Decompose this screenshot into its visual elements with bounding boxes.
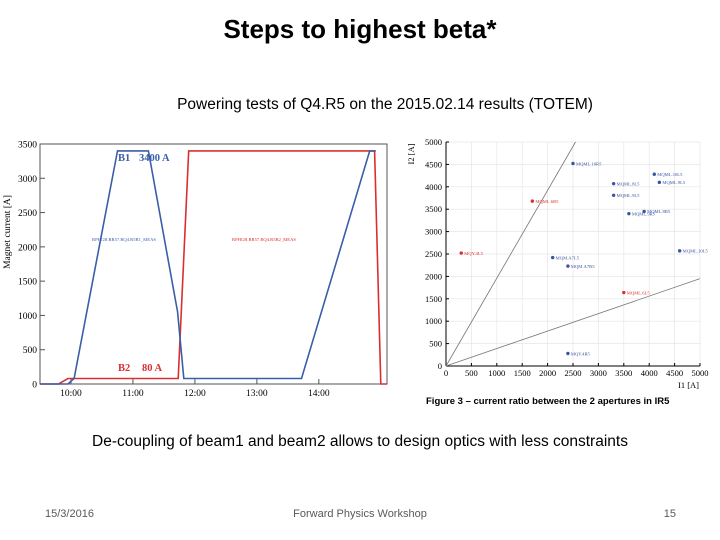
scatter-point (611, 193, 616, 198)
series-label-b1: RPHGB.RR57.RQ4.R5B1_MEAS (92, 237, 156, 242)
chart2-points: MQML.10R5 MQML.10L5 MQML.8L5 MQML.9L5 MQML.9… (459, 161, 709, 356)
scatter-point-label: MQML.9R5 (632, 211, 656, 216)
scatter-point-label: MQML.6R5 (535, 199, 559, 204)
legend-b1-value: 3400 A (139, 153, 170, 164)
chart1-y-tick-label: 2500 (18, 209, 37, 219)
legend-b1-name: B1 (118, 153, 130, 164)
footer-date: 15/3/2016 (45, 508, 94, 520)
footer-event: Forward Physics Workshop (293, 508, 427, 520)
chart1-y-tick-label: 500 (23, 346, 38, 356)
series-line-b2 (40, 150, 387, 385)
chart1-x-tick-label: 10:00 (60, 389, 82, 399)
chart2-reference-lines (445, 141, 701, 367)
chart2-x-tick-label: 1000 (488, 368, 505, 378)
chart2-x-tick-label: 500 (465, 368, 478, 378)
chart1-y-tick-label: 2000 (18, 243, 37, 253)
chart2-y-axis: 0 500 1000 1500 2000 2500 3000 3500 4000 4500 5000 (425, 137, 449, 371)
scatter-point-label: MQM.A7L5 (556, 255, 580, 260)
chart2-x-tick-label: 2500 (565, 368, 582, 378)
scatter-point (530, 199, 535, 203)
slide-title: Steps to highest beta* (223, 14, 497, 44)
scatter-point-label: MQML.6L5 (627, 290, 651, 295)
chart2-x-tick-label: 0 (444, 368, 448, 378)
chart2-y-tick-label: 4500 (425, 159, 442, 169)
scatter-point (459, 251, 463, 255)
chart2-x-tick-label: 4000 (641, 368, 658, 378)
chart2-y-tick-label: 500 (429, 339, 442, 349)
scatter-point (571, 161, 575, 166)
chart2-x-axis-label: I1 [A] (678, 380, 699, 390)
scatter-point (566, 351, 570, 356)
scatter-point-label: MQM.A7R5 (571, 264, 595, 269)
legend-b2-name: B2 (118, 363, 130, 374)
scatter-point (550, 255, 555, 260)
current-time-chart: 0 500 1000 1500 2000 2500 3000 3500 10:00 11:00 1… (3, 141, 388, 399)
chart1-x-tick-label: 14:00 (308, 389, 330, 399)
scatter-point (622, 290, 626, 295)
chart1-x-tick-label: 13:00 (246, 389, 268, 399)
chart1-y-axis: 0 500 1000 1500 2000 2500 3000 3500 (18, 141, 45, 391)
chart2-y-tick-label: 4000 (425, 182, 442, 192)
series-label-b2: RPHGB.RR57.RQ4.R5B2_MEAS (232, 237, 296, 242)
chart2-y-tick-label: 3500 (425, 204, 442, 214)
chart2-y-tick-label: 2500 (425, 249, 442, 259)
scatter-point (642, 209, 646, 214)
scatter-point (611, 181, 616, 186)
chart1-y-tick-label: 1000 (18, 312, 37, 322)
slide-caption: De-coupling of beam1 and beam2 allows to… (92, 433, 628, 450)
current-ratio-scatter: 0500100015002000250030003500400045005000… (406, 137, 709, 407)
scatter-point-label: MQML.8R5 (647, 209, 671, 214)
scatter-point (657, 180, 662, 185)
scatter-point-label: MQML.8L5 (617, 181, 641, 186)
scatter-point-label: MQY.4L5 (464, 251, 483, 256)
chart2-x-tick-label: 3000 (590, 368, 607, 378)
chart2-x-tick-label: 2000 (539, 368, 556, 378)
chart2-x-tick-label: 4500 (666, 368, 683, 378)
scatter-point-label: MQML.9L5 (662, 180, 686, 185)
chart1-x-tick-label: 11:00 (122, 389, 144, 399)
chart2-y-tick-label: 0 (438, 361, 442, 371)
scatter-point (627, 211, 631, 216)
legend-b2-value: 80 A (142, 363, 163, 374)
chart2-y-tick-label: 5000 (425, 137, 442, 147)
scatter-point-label: MQML.10R5 (576, 161, 602, 166)
scatter-point-label: MQML.10L5 (657, 172, 683, 177)
chart1-y-tick-label: 0 (32, 381, 37, 391)
chart2-y-axis-label: I2 [A] (406, 143, 416, 164)
chart1-x-tick-label: 12:00 (184, 389, 206, 399)
chart2-x-tick-label: 1500 (514, 368, 531, 378)
chart1-y-axis-label: Magnet current [A] (3, 195, 13, 269)
chart1-y-tick-label: 3000 (18, 175, 37, 185)
scatter-point-label: MQML.10L5 (683, 249, 709, 254)
chart1-y-tick-label: 1500 (18, 278, 37, 288)
chart2-x-axis: 0 500 1000 1500 2000 2500 3000 3500 4000 4500 5000 (444, 363, 709, 378)
series-line-b1 (40, 150, 376, 385)
slide-subtitle: Powering tests of Q4.R5 on the 2015.02.1… (177, 96, 593, 113)
chart2-reference-line (445, 278, 701, 367)
footer-page-number: 15 (663, 508, 676, 520)
scatter-point-label: MQML.9L5 (617, 193, 641, 198)
scatter-point (652, 172, 656, 176)
chart2-x-tick-label: 3500 (615, 368, 632, 378)
chart2-y-tick-label: 1500 (425, 294, 442, 304)
scatter-point (677, 249, 682, 253)
chart1-plot-frame (39, 143, 388, 385)
scatter-point-label: MQY.4R5 (571, 351, 591, 356)
chart2-x-tick-label: 5000 (692, 368, 709, 378)
chart2-y-tick-label: 3000 (425, 227, 442, 237)
chart1-y-tick-label: 3500 (18, 141, 37, 151)
chart2-y-tick-label: 1000 (425, 316, 442, 326)
figure-caption: Figure 3 – current ratio between the 2 a… (426, 396, 670, 407)
chart2-y-tick-label: 2000 (425, 271, 442, 281)
chart2-reference-line (445, 141, 576, 367)
scatter-point (566, 264, 570, 268)
